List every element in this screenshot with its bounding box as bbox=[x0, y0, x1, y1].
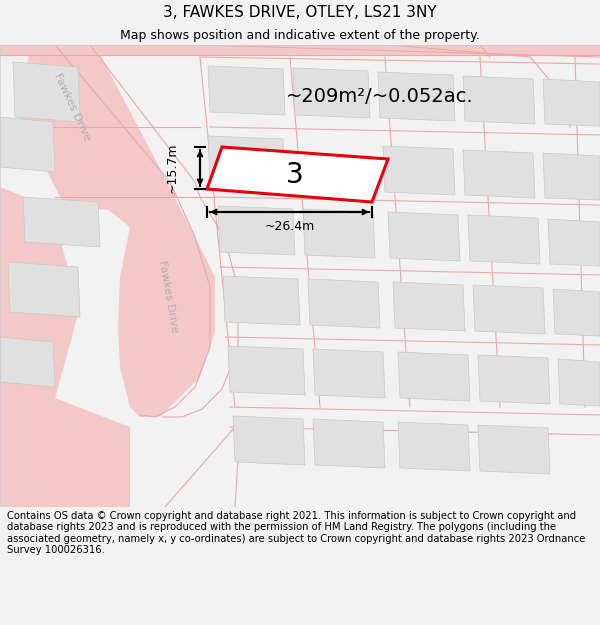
Text: ~209m²/~0.052ac.: ~209m²/~0.052ac. bbox=[286, 88, 474, 106]
Polygon shape bbox=[228, 346, 305, 395]
Text: ~26.4m: ~26.4m bbox=[265, 221, 314, 234]
Polygon shape bbox=[105, 197, 215, 417]
Polygon shape bbox=[308, 279, 380, 328]
Text: 3, FAWKES DRIVE, OTLEY, LS21 3NY: 3, FAWKES DRIVE, OTLEY, LS21 3NY bbox=[163, 5, 437, 20]
Polygon shape bbox=[0, 187, 80, 417]
Polygon shape bbox=[548, 219, 600, 266]
Polygon shape bbox=[293, 68, 370, 118]
Polygon shape bbox=[478, 425, 550, 474]
Polygon shape bbox=[463, 76, 535, 124]
Polygon shape bbox=[543, 79, 600, 126]
Polygon shape bbox=[207, 147, 388, 202]
Polygon shape bbox=[13, 62, 80, 122]
Polygon shape bbox=[218, 206, 295, 255]
Polygon shape bbox=[388, 212, 460, 261]
Text: Fawkes Drive: Fawkes Drive bbox=[52, 72, 92, 142]
Polygon shape bbox=[223, 276, 300, 325]
Polygon shape bbox=[208, 136, 285, 185]
Polygon shape bbox=[473, 285, 545, 334]
Polygon shape bbox=[0, 377, 130, 507]
Polygon shape bbox=[468, 215, 540, 264]
Polygon shape bbox=[553, 289, 600, 336]
Polygon shape bbox=[8, 262, 80, 317]
Polygon shape bbox=[208, 66, 285, 115]
Polygon shape bbox=[398, 422, 470, 471]
Polygon shape bbox=[0, 117, 55, 172]
Text: Map shows position and indicative extent of the property.: Map shows position and indicative extent… bbox=[120, 29, 480, 42]
Polygon shape bbox=[0, 337, 55, 387]
Polygon shape bbox=[398, 352, 470, 401]
Polygon shape bbox=[393, 282, 465, 331]
Polygon shape bbox=[313, 419, 385, 468]
Text: Fawkes Drive: Fawkes Drive bbox=[157, 260, 179, 334]
Polygon shape bbox=[313, 349, 385, 398]
Polygon shape bbox=[20, 45, 175, 212]
Text: 3: 3 bbox=[286, 161, 304, 189]
Text: Contains OS data © Crown copyright and database right 2021. This information is : Contains OS data © Crown copyright and d… bbox=[7, 511, 586, 556]
Polygon shape bbox=[0, 45, 600, 55]
Polygon shape bbox=[478, 355, 550, 404]
Polygon shape bbox=[463, 150, 535, 198]
Polygon shape bbox=[23, 197, 100, 247]
Polygon shape bbox=[378, 72, 455, 121]
Polygon shape bbox=[543, 153, 600, 200]
Polygon shape bbox=[383, 146, 455, 195]
Polygon shape bbox=[558, 359, 600, 406]
Polygon shape bbox=[233, 416, 305, 465]
Text: ~15.7m: ~15.7m bbox=[166, 142, 179, 193]
Polygon shape bbox=[303, 209, 375, 258]
